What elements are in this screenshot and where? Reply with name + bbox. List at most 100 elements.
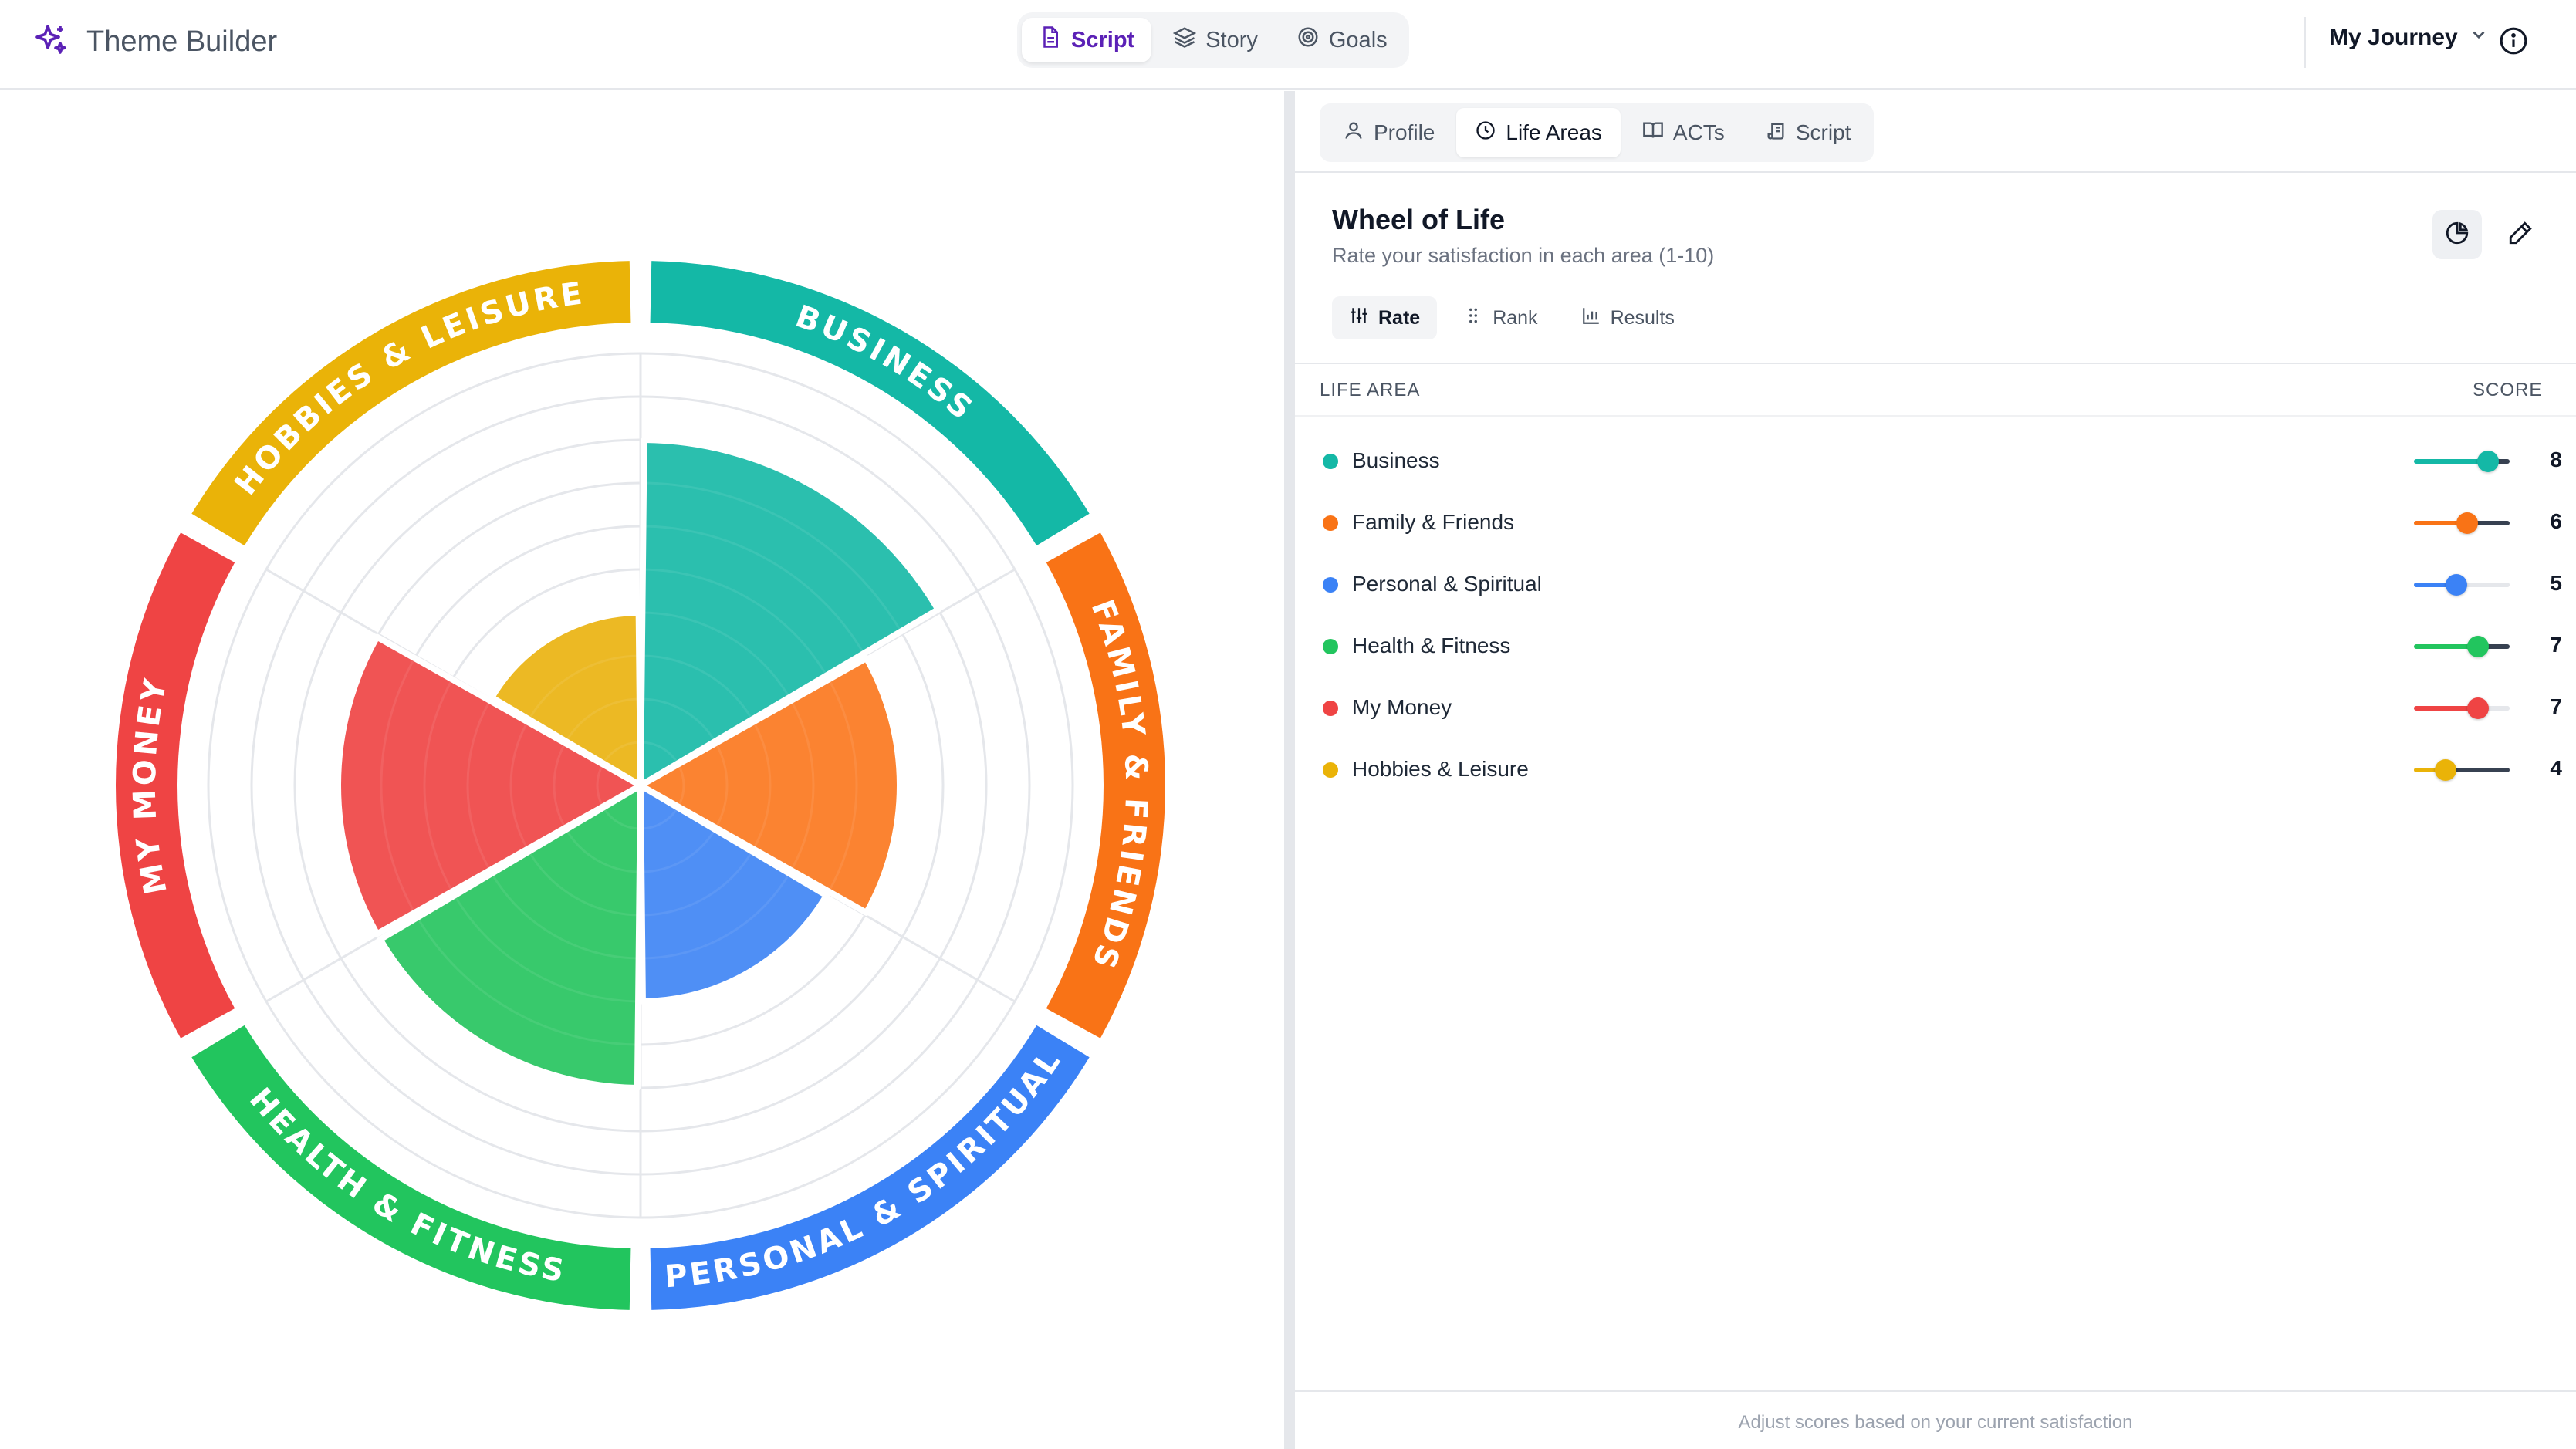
area-name: Business: [1352, 448, 1440, 472]
area-score: 6: [2550, 509, 2562, 533]
slider-thumb[interactable]: [2467, 636, 2489, 657]
journey-label: My Journey: [2329, 25, 2458, 50]
area-name: My Money: [1352, 695, 1452, 719]
wedge-gridline: [828, 680, 858, 891]
book-icon: [1642, 120, 1664, 147]
column-header-area: LIFE AREA: [1320, 380, 1421, 400]
wedge-gridline: [644, 568, 827, 675]
panel-resize-handle[interactable]: [1284, 91, 1295, 1449]
side-panel: Profile Life Areas ACTs Script Wheel of …: [1295, 91, 2576, 1449]
area-score: 5: [2550, 571, 2562, 595]
wedge-gridline: [565, 697, 640, 742]
app-title: Theme Builder: [86, 25, 278, 58]
wedge-gridline: [454, 896, 637, 1003]
sparkles-icon: [32, 22, 69, 62]
slider-rest: [2488, 459, 2510, 464]
mode-rank[interactable]: Rank: [1446, 296, 1554, 339]
wedge-gridline: [602, 807, 641, 830]
wedge-gridline: [596, 764, 604, 807]
ring-segment: [1046, 532, 1165, 1039]
slider-thumb[interactable]: [2446, 574, 2467, 596]
tab-life-areas[interactable]: Life Areas: [1456, 108, 1621, 157]
wedge-gridline: [641, 741, 679, 764]
main-nav: Script Story Goals: [1017, 12, 1409, 68]
mode-results-label: Results: [1610, 306, 1675, 329]
area-name: Personal & Spiritual: [1352, 572, 1542, 596]
slider-fill: [2414, 521, 2467, 525]
score-slider[interactable]: [2414, 636, 2510, 657]
chart-view-button[interactable]: [2432, 210, 2482, 259]
mode-rate-label: Rate: [1378, 306, 1421, 329]
edit-button[interactable]: [2496, 210, 2545, 259]
nav-story[interactable]: Story: [1156, 18, 1275, 62]
slider-thumb[interactable]: [2467, 697, 2489, 719]
slider-rest: [2446, 768, 2510, 772]
mode-tabs: Rate Rank Results: [1332, 296, 1692, 339]
divider: [1295, 171, 2576, 173]
wheel-canvas: BUSINESS FAMILY & FRIENDS PERSONAL & SPIRI…: [0, 91, 1284, 1449]
score-wedge: [335, 633, 644, 937]
wedge-gridline: [417, 918, 637, 1046]
score-slider[interactable]: [2414, 451, 2510, 472]
journey-dropdown[interactable]: My Journey: [2329, 25, 2489, 51]
score-slider[interactable]: [2414, 759, 2510, 781]
tab-script[interactable]: Script: [1746, 108, 1870, 157]
pencil-icon: [2507, 220, 2534, 250]
slider-fill: [2414, 644, 2478, 649]
mode-rate[interactable]: Rate: [1332, 296, 1438, 339]
ring-segment: [191, 261, 631, 546]
area-score: 4: [2550, 756, 2562, 780]
ring-segment: [650, 261, 1090, 546]
mode-rank-label: Rank: [1493, 306, 1538, 329]
score-slider[interactable]: [2414, 512, 2510, 534]
wedge-gridline: [509, 721, 529, 849]
slider-thumb[interactable]: [2477, 451, 2499, 472]
wedge-gridline: [644, 525, 864, 653]
score-wedge: [637, 437, 941, 789]
wedge-gridline: [641, 697, 716, 742]
wedge-gridline: [641, 807, 679, 830]
wedge-gridline: [380, 659, 415, 912]
wedge-gridline: [643, 611, 790, 697]
wedge-gridline: [677, 764, 685, 807]
score-slider[interactable]: [2414, 574, 2510, 596]
divider: [1295, 1390, 2576, 1392]
nav-goals[interactable]: Goals: [1280, 18, 1405, 62]
pie-chart-icon: [2444, 220, 2470, 250]
wedge-gridline: [553, 742, 566, 829]
area-color-dot: [1323, 515, 1338, 531]
tab-profile[interactable]: Profile: [1324, 108, 1453, 157]
score-wedge: [637, 655, 903, 916]
area-name: Hobbies & Leisure: [1352, 757, 1529, 781]
wedge-gridline: [643, 873, 790, 960]
grip-icon: [1463, 306, 1483, 331]
wedge-gridline: [642, 851, 753, 917]
mode-results[interactable]: Results: [1564, 296, 1692, 339]
wedge-gridline: [528, 851, 639, 917]
area-color-dot: [1323, 762, 1338, 778]
ring-label: BUSINESS: [791, 299, 981, 428]
area-color-dot: [1323, 639, 1338, 654]
area-score: 8: [2550, 448, 2562, 471]
ring-segment: [115, 532, 235, 1039]
life-area-row: Health & Fitness 7: [1295, 616, 2576, 677]
slider-thumb[interactable]: [2435, 759, 2456, 781]
area-color-dot: [1323, 454, 1338, 469]
document-icon: [1039, 25, 1062, 55]
wedge-gridline: [645, 481, 901, 630]
tab-life-areas-label: Life Areas: [1506, 120, 1602, 144]
layers-icon: [1172, 25, 1197, 55]
slider-thumb[interactable]: [2456, 512, 2478, 534]
score-wedge: [637, 782, 830, 1005]
slider-rest: [2478, 706, 2510, 711]
tab-acts[interactable]: ACTs: [1624, 108, 1743, 157]
score-slider[interactable]: [2414, 697, 2510, 719]
circle-icon: [1475, 120, 1496, 147]
nav-script[interactable]: Script: [1022, 18, 1152, 62]
wedge-gridline: [423, 680, 453, 891]
sliders-icon: [1349, 306, 1369, 331]
tab-profile-label: Profile: [1374, 120, 1435, 144]
info-icon[interactable]: [2499, 26, 2528, 56]
wedge-gridline: [752, 721, 772, 849]
